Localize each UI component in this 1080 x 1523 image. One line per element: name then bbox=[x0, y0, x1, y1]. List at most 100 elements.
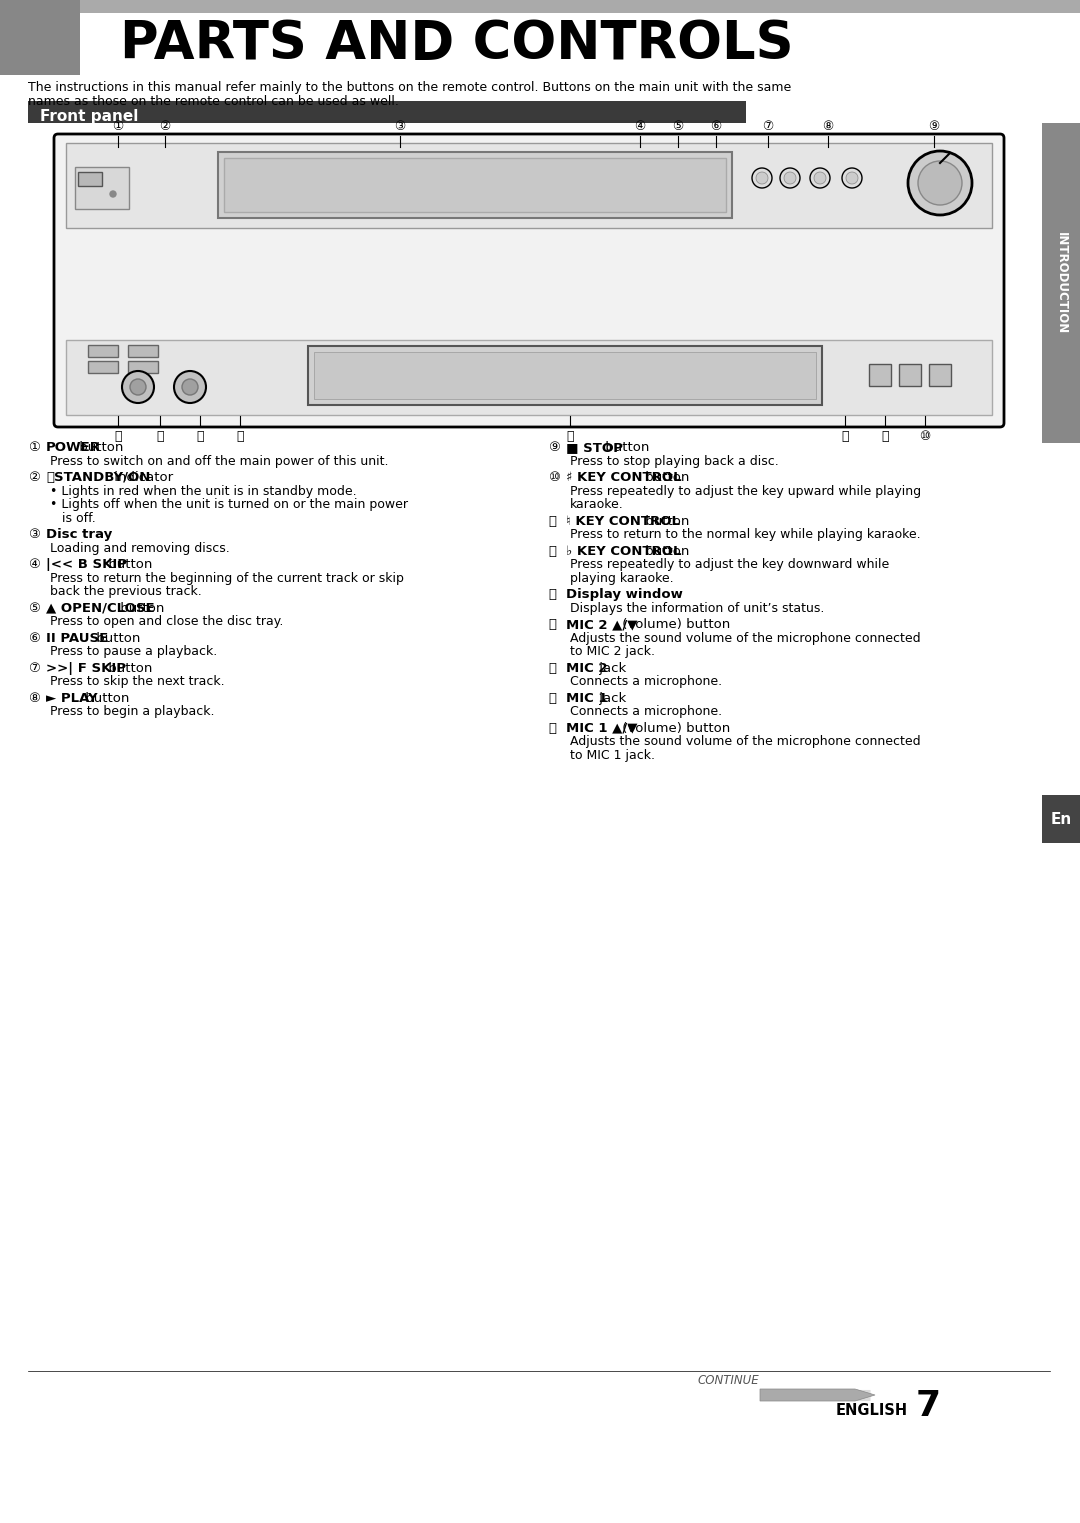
Text: Press to switch on and off the main power of this unit.: Press to switch on and off the main powe… bbox=[50, 454, 389, 468]
Text: ⑯: ⑯ bbox=[548, 691, 556, 705]
Text: button: button bbox=[104, 661, 152, 675]
Text: ♮ KEY CONTROL: ♮ KEY CONTROL bbox=[566, 515, 680, 527]
Text: INTRODUCTION: INTRODUCTION bbox=[1054, 231, 1067, 334]
Circle shape bbox=[846, 172, 858, 184]
Text: ⑰: ⑰ bbox=[114, 429, 122, 443]
Text: • Lights in red when the unit is in standby mode.: • Lights in red when the unit is in stan… bbox=[50, 484, 356, 498]
Text: jack: jack bbox=[595, 661, 626, 675]
Text: names as those on the remote control can be used as well.: names as those on the remote control can… bbox=[28, 94, 399, 108]
Text: button: button bbox=[75, 442, 123, 454]
Text: >>| F SKIP: >>| F SKIP bbox=[46, 661, 126, 675]
Text: ④: ④ bbox=[634, 120, 646, 133]
Text: ♭ KEY CONTROL: ♭ KEY CONTROL bbox=[566, 545, 681, 557]
Text: to MIC 1 jack.: to MIC 1 jack. bbox=[570, 748, 654, 762]
Text: ①: ① bbox=[112, 120, 123, 133]
FancyBboxPatch shape bbox=[87, 346, 118, 356]
Text: Press to open and close the disc tray.: Press to open and close the disc tray. bbox=[50, 615, 283, 627]
Text: Loading and removing discs.: Loading and removing discs. bbox=[50, 542, 230, 554]
Text: Display window: Display window bbox=[566, 588, 683, 602]
Circle shape bbox=[780, 168, 800, 187]
Text: Connects a microphone.: Connects a microphone. bbox=[570, 675, 723, 688]
Text: Displays the information of unit’s status.: Displays the information of unit’s statu… bbox=[570, 602, 824, 614]
FancyBboxPatch shape bbox=[929, 364, 951, 385]
Text: button: button bbox=[642, 545, 690, 557]
Circle shape bbox=[810, 168, 831, 187]
Circle shape bbox=[842, 168, 862, 187]
Text: to MIC 2 jack.: to MIC 2 jack. bbox=[570, 646, 654, 658]
FancyBboxPatch shape bbox=[80, 0, 1080, 75]
Text: ⑨: ⑨ bbox=[548, 442, 559, 454]
Text: ♯ KEY CONTROL: ♯ KEY CONTROL bbox=[566, 471, 681, 484]
Text: button: button bbox=[642, 471, 690, 484]
Text: ► PLAY: ► PLAY bbox=[46, 691, 97, 705]
Text: indicator: indicator bbox=[110, 471, 173, 484]
Text: Connects a microphone.: Connects a microphone. bbox=[570, 705, 723, 717]
FancyBboxPatch shape bbox=[66, 340, 993, 414]
Text: ▲ OPEN/CLOSE: ▲ OPEN/CLOSE bbox=[46, 602, 154, 614]
Circle shape bbox=[122, 372, 154, 404]
Text: ⑥: ⑥ bbox=[28, 632, 40, 644]
Text: MIC 2: MIC 2 bbox=[566, 661, 607, 675]
Text: ⑬: ⑬ bbox=[566, 429, 573, 443]
Text: ⑮: ⑮ bbox=[548, 661, 556, 675]
FancyBboxPatch shape bbox=[75, 168, 129, 209]
Text: Press to return the beginning of the current track or skip: Press to return the beginning of the cur… bbox=[50, 571, 404, 585]
Text: ⑭: ⑭ bbox=[548, 618, 556, 631]
Text: ⑨: ⑨ bbox=[929, 120, 940, 133]
FancyBboxPatch shape bbox=[78, 172, 102, 186]
Text: ②: ② bbox=[28, 471, 40, 484]
Text: Press to return to the normal key while playing karaoke.: Press to return to the normal key while … bbox=[570, 528, 920, 541]
Text: playing karaoke.: playing karaoke. bbox=[570, 571, 674, 585]
Text: Press repeatedly to adjust the key upward while playing: Press repeatedly to adjust the key upwar… bbox=[570, 484, 921, 498]
FancyBboxPatch shape bbox=[0, 0, 1080, 14]
Text: button: button bbox=[116, 602, 164, 614]
FancyBboxPatch shape bbox=[869, 364, 891, 385]
Text: button: button bbox=[642, 515, 690, 527]
Text: ⑦: ⑦ bbox=[762, 120, 773, 133]
Text: ■ STOP: ■ STOP bbox=[566, 442, 623, 454]
Text: Press to begin a playback.: Press to begin a playback. bbox=[50, 705, 215, 717]
Polygon shape bbox=[760, 1389, 875, 1401]
Text: ⑧: ⑧ bbox=[28, 691, 40, 705]
Circle shape bbox=[918, 161, 962, 206]
Text: ⑰: ⑰ bbox=[548, 722, 556, 734]
Circle shape bbox=[183, 379, 198, 394]
Circle shape bbox=[110, 190, 116, 196]
Text: jack: jack bbox=[595, 691, 626, 705]
Circle shape bbox=[174, 372, 206, 404]
FancyBboxPatch shape bbox=[129, 346, 158, 356]
Text: ⑩: ⑩ bbox=[548, 471, 559, 484]
Circle shape bbox=[756, 172, 768, 184]
FancyBboxPatch shape bbox=[1042, 795, 1080, 844]
Text: Front panel: Front panel bbox=[40, 110, 138, 123]
Text: karaoke.: karaoke. bbox=[570, 498, 624, 512]
Text: Adjusts the sound volume of the microphone connected: Adjusts the sound volume of the micropho… bbox=[570, 632, 920, 644]
Text: MIC 2 ▲/▼: MIC 2 ▲/▼ bbox=[566, 618, 637, 631]
Text: Press to pause a playback.: Press to pause a playback. bbox=[50, 646, 217, 658]
Text: Adjusts the sound volume of the microphone connected: Adjusts the sound volume of the micropho… bbox=[570, 736, 920, 748]
FancyBboxPatch shape bbox=[314, 352, 816, 399]
Text: ⑧: ⑧ bbox=[822, 120, 834, 133]
Text: ②: ② bbox=[160, 120, 171, 133]
FancyBboxPatch shape bbox=[28, 101, 746, 123]
Text: button: button bbox=[600, 442, 649, 454]
FancyBboxPatch shape bbox=[66, 143, 993, 228]
Text: ④: ④ bbox=[28, 557, 40, 571]
Circle shape bbox=[130, 379, 146, 394]
Text: (volume) button: (volume) button bbox=[618, 618, 730, 631]
Text: back the previous track.: back the previous track. bbox=[50, 585, 202, 599]
Text: ⑬: ⑬ bbox=[548, 588, 556, 602]
Text: ENGLISH: ENGLISH bbox=[836, 1403, 908, 1418]
Text: The instructions in this manual refer mainly to the buttons on the remote contro: The instructions in this manual refer ma… bbox=[28, 81, 792, 94]
FancyBboxPatch shape bbox=[129, 361, 158, 373]
Text: Press repeatedly to adjust the key downward while: Press repeatedly to adjust the key downw… bbox=[570, 557, 889, 571]
Text: ⑭: ⑭ bbox=[237, 429, 244, 443]
FancyBboxPatch shape bbox=[1042, 123, 1080, 443]
Text: ⓘSTANDBY/ON: ⓘSTANDBY/ON bbox=[46, 471, 150, 484]
Text: ⑦: ⑦ bbox=[28, 661, 40, 675]
Text: PARTS AND CONTROLS: PARTS AND CONTROLS bbox=[120, 18, 794, 70]
Text: ⑥: ⑥ bbox=[711, 120, 721, 133]
FancyBboxPatch shape bbox=[224, 158, 726, 212]
FancyBboxPatch shape bbox=[308, 346, 822, 405]
Text: ⑪: ⑪ bbox=[548, 515, 556, 527]
